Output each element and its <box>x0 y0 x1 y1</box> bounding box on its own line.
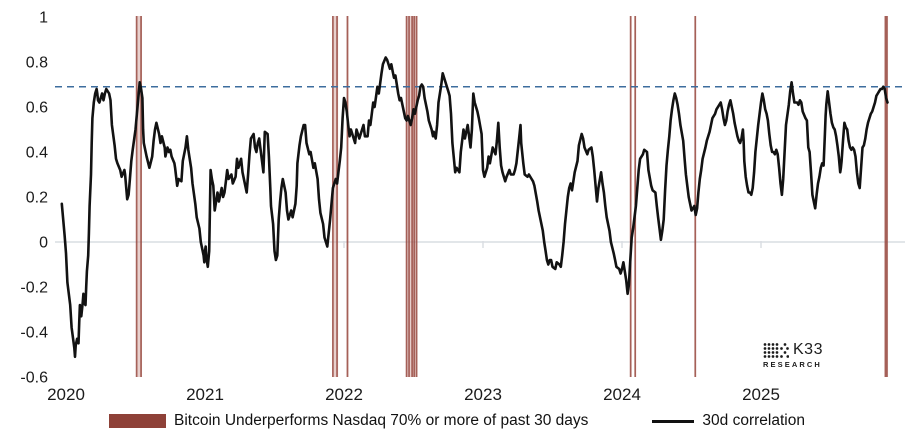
underperformance-band <box>136 16 143 377</box>
underperformance-band-line <box>346 16 349 377</box>
underperformance-band-line <box>135 16 138 377</box>
y-axis-tick-label: 0.2 <box>26 190 48 207</box>
underperformance-band-line <box>408 16 410 377</box>
x-axis-tick-label: 2024 <box>603 385 641 404</box>
chart-legend: Bitcoin Underperforms Nasdaq 70% or more… <box>0 412 914 430</box>
y-axis-tick-label: 0.8 <box>26 55 48 72</box>
x-axis-tick-label: 2023 <box>464 385 502 404</box>
y-axis-tick-label: -0.2 <box>20 280 48 297</box>
x-axis-tick-label: 2022 <box>325 385 363 404</box>
y-axis-tick-label: 0 <box>39 235 48 252</box>
legend-item-correlation-line: 30d correlation <box>652 412 805 430</box>
legend-item-underperformance-band: Bitcoin Underperforms Nasdaq 70% or more… <box>109 412 588 430</box>
y-axis-tick-label: 0.6 <box>26 100 48 117</box>
y-axis-tick-label: -0.4 <box>20 325 48 342</box>
underperformance-band-line <box>413 16 416 377</box>
brand-name: K33 <box>793 341 823 358</box>
correlation-line <box>60 56 889 359</box>
x-axis-tick-label: 2021 <box>186 385 224 404</box>
underperformance-band-line <box>336 16 338 377</box>
line-legend-label: 30d correlation <box>702 412 805 429</box>
band-legend-label: Bitcoin Underperforms Nasdaq 70% or more… <box>174 412 589 429</box>
underperformance-band-line <box>629 16 632 377</box>
y-axis-tick-label: -0.6 <box>20 370 48 387</box>
k33-logo: K33 RESEARCH <box>763 341 837 369</box>
k33-dots-icon <box>763 342 789 358</box>
line-swatch-icon <box>652 419 695 423</box>
underperformance-band-line <box>694 16 697 377</box>
underperformance-band-line <box>634 16 637 377</box>
underperformance-band-line <box>884 16 887 377</box>
underperformance-band-line <box>411 16 413 377</box>
underperformance-band-line <box>886 16 888 377</box>
y-axis-tick-label: 1 <box>39 10 48 27</box>
underperformance-band-line <box>140 16 142 377</box>
x-axis-tick-label: 2025 <box>742 385 780 404</box>
band-swatch-icon <box>109 414 167 428</box>
x-axis-tick-label: 2020 <box>47 385 85 404</box>
underperformance-band-line <box>405 16 408 377</box>
brand-subtitle: RESEARCH <box>763 360 822 369</box>
underperformance-band <box>332 16 339 377</box>
underperformance-band-line <box>415 16 418 377</box>
y-axis-tick-label: 0.4 <box>26 145 48 162</box>
